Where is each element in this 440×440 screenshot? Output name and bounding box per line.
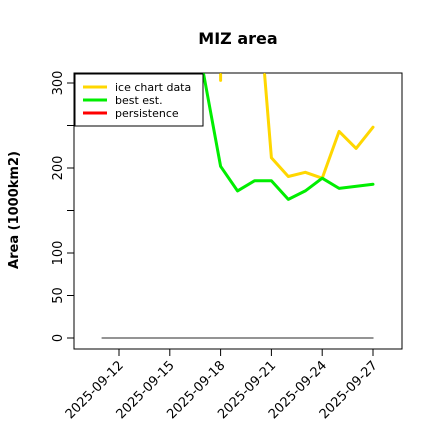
chart-title: MIZ area [198, 29, 277, 48]
y-axis-label: Area (1000km2) [7, 151, 22, 269]
legend-label-1: best est. [115, 94, 163, 107]
legend-label-0: ice chart data [115, 81, 191, 94]
legend-label-2: persistence [115, 107, 179, 120]
y-tick-label-100: 100 [51, 241, 66, 266]
series-group [101, 73, 375, 339]
y-tick-label-200: 200 [51, 156, 66, 181]
series-line-ice-chart-data-1 [263, 73, 375, 180]
series-line-best-est--2 [202, 73, 375, 201]
y-tick-label-300: 300 [51, 71, 66, 96]
y-tick-label-50: 50 [51, 287, 66, 304]
y-tick-label-0: 0 [51, 334, 66, 342]
